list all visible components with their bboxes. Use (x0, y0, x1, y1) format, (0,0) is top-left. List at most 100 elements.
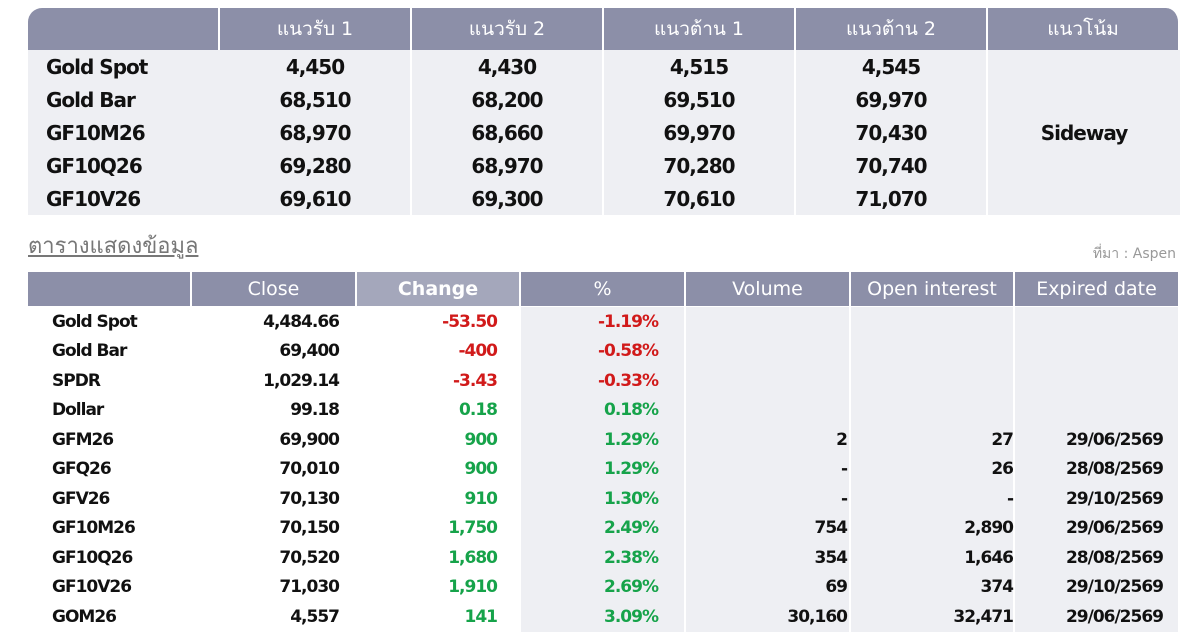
data-value: 900 (357, 425, 521, 455)
level-value: 68,970 (412, 149, 604, 182)
data-value: 29/10/2569 (1015, 484, 1180, 514)
data-value: 70,150 (192, 513, 357, 543)
trend-value: Sideway (988, 50, 1180, 215)
data-value: 27 (851, 425, 1015, 455)
data-value: 29/06/2569 (1015, 425, 1180, 455)
row-label: GFV26 (28, 484, 192, 514)
column-header: แนวต้าน 2 (796, 8, 988, 50)
data-value: 1,646 (851, 543, 1015, 573)
row-label: GF10V26 (28, 182, 220, 215)
level-value: 69,280 (220, 149, 412, 182)
level-value: 71,070 (796, 182, 988, 215)
data-value: 4,484.66 (192, 307, 357, 337)
data-value: 1,680 (357, 543, 521, 573)
data-value: 141 (357, 602, 521, 632)
row-label: GF10Q26 (28, 543, 192, 573)
column-header: แนวรับ 1 (220, 8, 412, 50)
row-label: GFM26 (28, 425, 192, 455)
data-value: 69,400 (192, 336, 357, 366)
data-value: 374 (851, 572, 1015, 602)
data-value (851, 395, 1015, 425)
data-value: 70,520 (192, 543, 357, 573)
data-value: 0.18% (521, 395, 686, 425)
data-value: 28/08/2569 (1015, 454, 1180, 484)
data-value: 0.18 (357, 395, 521, 425)
data-value (686, 307, 851, 337)
data-value: - (686, 484, 851, 514)
data-value: 71,030 (192, 572, 357, 602)
data-value: -0.58% (521, 336, 686, 366)
column-header: Close (192, 272, 357, 306)
data-value (686, 395, 851, 425)
data-value: 1,029.14 (192, 366, 357, 396)
level-value: 4,430 (412, 50, 604, 83)
row-label: Gold Bar (28, 83, 220, 116)
data-value: -1.19% (521, 307, 686, 337)
data-value (851, 366, 1015, 396)
column-header: Volume (686, 272, 851, 306)
data-value: 910 (357, 484, 521, 514)
data-value: 29/06/2569 (1015, 513, 1180, 543)
data-value: -53.50 (357, 307, 521, 337)
data-value: 30,160 (686, 602, 851, 632)
column-header: แนวโน้ม (988, 8, 1180, 50)
data-value (851, 307, 1015, 337)
column-header: % (521, 272, 686, 306)
level-value: 68,510 (220, 83, 412, 116)
data-value (851, 336, 1015, 366)
header-corner (28, 272, 192, 306)
column-header: Change (357, 272, 521, 306)
column-header: Open interest (851, 272, 1015, 306)
data-value: 354 (686, 543, 851, 573)
data-value: 754 (686, 513, 851, 543)
data-value (1015, 395, 1180, 425)
level-value: 4,450 (220, 50, 412, 83)
data-value (1015, 366, 1180, 396)
level-value: 4,545 (796, 50, 988, 83)
level-value: 70,280 (604, 149, 796, 182)
data-value: 4,557 (192, 602, 357, 632)
data-value: 900 (357, 454, 521, 484)
data-value (1015, 336, 1180, 366)
section-title: ตารางแสดงข้อมูล (28, 234, 199, 259)
level-value: 70,740 (796, 149, 988, 182)
data-value: 2.69% (521, 572, 686, 602)
data-value: 29/10/2569 (1015, 572, 1180, 602)
level-value: 68,200 (412, 83, 604, 116)
data-value: -3.43 (357, 366, 521, 396)
data-value: 28/08/2569 (1015, 543, 1180, 573)
row-label: GF10M26 (28, 116, 220, 149)
column-header: Expired date (1015, 272, 1180, 306)
data-value: - (851, 484, 1015, 514)
data-value: 1.29% (521, 454, 686, 484)
data-value: 2.49% (521, 513, 686, 543)
data-value (1015, 307, 1180, 337)
data-value: 3.09% (521, 602, 686, 632)
level-value: 69,300 (412, 182, 604, 215)
level-value: 69,510 (604, 83, 796, 116)
data-value: 70,010 (192, 454, 357, 484)
data-value: 1.30% (521, 484, 686, 514)
source-note: ที่มา : Aspen (1092, 246, 1176, 262)
data-value: 1,910 (357, 572, 521, 602)
row-label: GOM26 (28, 602, 192, 632)
level-value: 70,430 (796, 116, 988, 149)
data-value: 2,890 (851, 513, 1015, 543)
data-value: 32,471 (851, 602, 1015, 632)
data-value: 29/06/2569 (1015, 602, 1180, 632)
row-label: Gold Spot (28, 50, 220, 83)
data-value: 2 (686, 425, 851, 455)
level-value: 4,515 (604, 50, 796, 83)
data-value: 1,750 (357, 513, 521, 543)
row-label: Gold Spot (28, 307, 192, 337)
data-value: 1.29% (521, 425, 686, 455)
data-value: - (686, 454, 851, 484)
data-value: -0.33% (521, 366, 686, 396)
column-header: แนวรับ 2 (412, 8, 604, 50)
level-value: 69,610 (220, 182, 412, 215)
row-label: SPDR (28, 366, 192, 396)
level-value: 69,970 (796, 83, 988, 116)
row-label: GFQ26 (28, 454, 192, 484)
data-value: 99.18 (192, 395, 357, 425)
